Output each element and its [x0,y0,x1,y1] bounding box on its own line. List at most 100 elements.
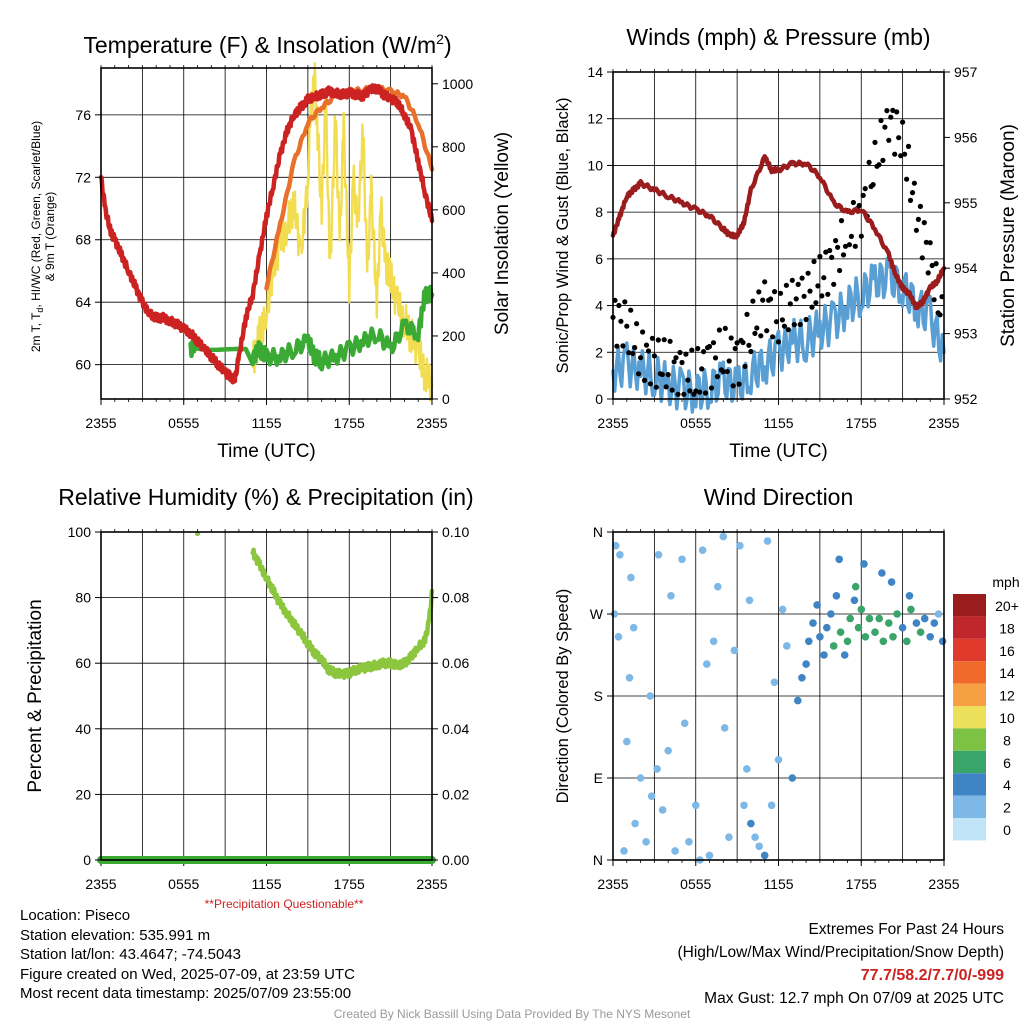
gust-point [649,335,656,341]
y-tick-label: 6 [595,251,603,267]
gust-point [795,281,801,287]
gust-point [712,355,719,361]
colorbar-swatch [953,773,986,796]
gust-point [744,311,750,317]
direction-point [850,596,859,605]
gust-point [706,343,713,350]
gust-point [900,119,906,125]
extremes-values: 77.7/58.2/7.7/0/-999 [860,967,1004,984]
gust-point [787,301,793,307]
gust-point [701,349,707,355]
y2-tick-label: 1000 [442,76,473,92]
direction-point [646,692,654,700]
y-tick-label: S [594,688,603,704]
gust-point [671,359,677,365]
gust-point [736,381,742,387]
gust-point [833,238,839,244]
x-tick-label: 1755 [334,876,365,892]
gust-point [929,262,935,269]
direction-ylabel: Direction (Colored By Speed) [554,589,572,804]
humidity-ylabel: Percent & Precipitation [25,599,46,792]
gust-point [896,135,902,141]
y-tick-label: E [594,770,603,786]
gust-point [758,333,764,339]
pressure-ylabel: Station Pressure (Maroon) [998,124,1019,347]
gust-point [726,358,732,364]
plot-frame [100,531,433,861]
dewpoint-line [188,284,435,372]
y-tick-label: 14 [587,64,603,80]
gust-point [724,368,730,375]
gust-point [762,279,768,285]
gust-point [905,143,912,149]
gust-point [641,377,648,383]
gust-point [616,302,622,309]
colorbar-swatch [953,728,986,751]
gust-point [904,176,910,182]
gust-point [643,342,650,348]
gust-point [801,293,807,299]
direction-point [920,614,929,623]
direction-point [653,765,661,773]
station-info: Location: Piseco Station elevation: 535.… [20,906,355,1004]
gust-point [785,327,792,333]
direction-point [664,746,672,755]
gust-point [827,247,833,254]
gust-point [663,384,669,390]
direction-point [671,847,679,855]
colorbar-label: 4 [1003,777,1011,793]
direction-point [705,851,714,860]
gust-point [772,289,778,295]
gust-point [797,321,803,328]
colorbar-label: 6 [1003,755,1011,771]
gust-point [614,343,620,349]
gust-point [699,366,705,372]
gust-point [697,389,703,395]
gust-point [919,255,925,261]
direction-point [879,637,888,646]
gust-point [673,355,679,361]
x-tick-label: 0555 [680,876,711,892]
direction-point [823,623,831,632]
gust-point [665,372,671,378]
y2-tick-label: 200 [442,328,466,344]
direction-point [770,678,779,687]
y2-tick-label: 955 [954,195,978,211]
gust-point [799,275,805,281]
direction-point [846,614,854,623]
gust-point [624,323,630,329]
colorbar-label: 2 [1003,800,1011,816]
gust-point [793,296,799,302]
plot-frame [100,67,433,400]
direction-point [820,651,828,659]
gust-point [931,297,937,303]
gust-point [632,345,638,351]
direction-point [680,719,689,728]
direction-point [678,555,686,564]
gust-point [913,227,920,233]
x-tick-label: 2355 [416,415,447,431]
gust-point [647,381,654,387]
gust-point [803,316,809,323]
direction-point [816,633,824,641]
direction-point [854,623,863,632]
gust-point [752,330,758,336]
gust-point [781,323,788,329]
direction-point [934,610,943,618]
direction-point [778,605,787,614]
direction-point [667,592,675,600]
x-tick-label: 2355 [928,415,959,431]
gust-point [628,307,634,313]
y2-tick-label: 0.08 [442,590,469,606]
direction-title: Wind Direction [704,484,854,510]
x-tick-label: 1155 [763,876,793,892]
direction-point [798,674,806,682]
direction-point [857,605,866,614]
y2-tick-label: 600 [442,202,466,218]
gust-point [630,350,636,357]
y2-tick-label: 952 [954,391,978,407]
y-tick-label: N [593,852,603,868]
direction-point [938,637,947,646]
ylabel-part-end: , HI/WC (Red, Green, Scarlet/Blue) [29,121,43,308]
gust-point [872,139,878,145]
